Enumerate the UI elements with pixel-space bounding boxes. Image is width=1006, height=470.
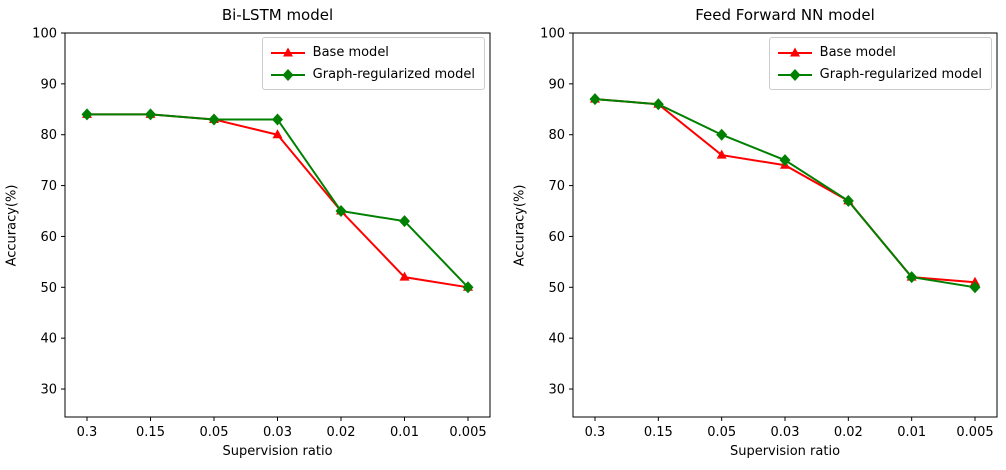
y-tick-label: 90	[548, 77, 565, 92]
y-tick-label: 70	[40, 179, 57, 194]
series-marker-graph-regularized-model	[462, 281, 474, 294]
legend-sample-marker	[789, 47, 800, 56]
legend-item-graph-regularized-model: Graph-regularized model	[777, 65, 982, 84]
legend-label: Graph-regularized model	[819, 67, 982, 82]
legend-label: Graph-regularized model	[312, 67, 475, 82]
axes-frame	[572, 32, 998, 418]
series-marker-base-model	[970, 276, 980, 286]
x-tick-label: 0.15	[644, 425, 673, 440]
series-marker-graph-regularized-model	[335, 205, 347, 218]
chart2-xlabel: Supervision ratio	[729, 444, 841, 459]
y-tick-label: 70	[548, 179, 565, 194]
y-tick-label: 30	[40, 383, 57, 398]
series-marker-graph-regularized-model	[779, 154, 791, 167]
series-marker-graph-regularized-model	[842, 194, 854, 207]
legend-sample-marker	[789, 68, 801, 81]
x-tick-label: 0.01	[897, 425, 926, 440]
y-tick-label: 30	[548, 383, 565, 398]
series-line-graph-regularized-model	[87, 113, 469, 288]
y-tick-label: 80	[548, 128, 565, 143]
y-tick-label: 60	[40, 230, 57, 245]
x-tick-label: 0.005	[956, 425, 993, 440]
y-tick-label: 80	[40, 128, 57, 143]
legend-item-base-model: Base model	[270, 43, 475, 62]
y-tick-label: 90	[40, 77, 57, 92]
series-marker-graph-regularized-model	[652, 98, 664, 111]
x-tick-label: 0.03	[263, 425, 292, 440]
x-tick-label: 0.01	[390, 425, 419, 440]
chart2-legend: Base model Graph-regularized model	[768, 37, 992, 90]
chart1-ylabel: Accuracy(%)	[4, 184, 20, 266]
series-marker-graph-regularized-model	[906, 271, 918, 284]
series-marker-graph-regularized-model	[208, 113, 220, 126]
y-tick-label: 40	[548, 332, 565, 347]
y-tick-label: 100	[540, 27, 565, 42]
legend-sample-marker	[282, 47, 293, 56]
series-marker-graph-regularized-model	[589, 93, 601, 106]
series-marker-base-model	[399, 271, 410, 281]
legend-label: Base model	[312, 45, 389, 60]
axes-frame	[64, 32, 491, 418]
y-tick-label: 40	[40, 332, 57, 347]
chart2-ylabel: Accuracy(%)	[512, 184, 528, 266]
chart1-xlabel: Supervision ratio	[222, 444, 333, 459]
x-tick-label: 0.05	[200, 425, 229, 440]
legend-label: Base model	[819, 45, 896, 60]
graph-regularized-line-marker-icon	[777, 68, 812, 81]
legend-sample-marker	[282, 68, 294, 81]
series-marker-graph-regularized-model	[716, 128, 728, 141]
base-model-line-marker-icon	[777, 47, 812, 56]
legend-item-graph-regularized-model: Graph-regularized model	[270, 65, 475, 84]
base-model-line-marker-icon	[270, 47, 305, 56]
y-tick-label: 50	[548, 281, 565, 296]
x-tick-label: 0.005	[449, 425, 486, 440]
series-line-base-model	[594, 98, 976, 284]
x-tick-label: 0.3	[77, 425, 98, 440]
chart1-legend: Base model Graph-regularized model	[261, 37, 485, 90]
series-line-base-model	[87, 113, 469, 289]
series-marker-base-model	[272, 129, 283, 139]
y-tick-label: 50	[40, 281, 57, 296]
series-marker-base-model	[716, 149, 727, 159]
series-marker-graph-regularized-model	[145, 108, 156, 121]
series-marker-graph-regularized-model	[399, 215, 410, 228]
chart1-title: Bi-LSTM model	[221, 6, 334, 24]
y-tick-label: 60	[548, 230, 565, 245]
series-line-graph-regularized-model	[594, 98, 976, 289]
graph-regularized-line-marker-icon	[270, 68, 305, 81]
x-tick-label: 0.3	[585, 425, 606, 440]
x-tick-label: 0.15	[136, 425, 165, 440]
chart2-title: Feed Forward NN model	[695, 6, 875, 24]
x-tick-label: 0.02	[834, 425, 863, 440]
legend-item-base-model: Base model	[777, 43, 982, 62]
x-tick-label: 0.05	[707, 425, 736, 440]
series-marker-graph-regularized-model	[969, 281, 981, 294]
series-marker-graph-regularized-model	[272, 113, 283, 126]
x-tick-label: 0.03	[771, 425, 800, 440]
x-tick-label: 0.02	[327, 425, 356, 440]
y-tick-label: 100	[32, 27, 57, 42]
series-marker-graph-regularized-model	[81, 108, 93, 121]
